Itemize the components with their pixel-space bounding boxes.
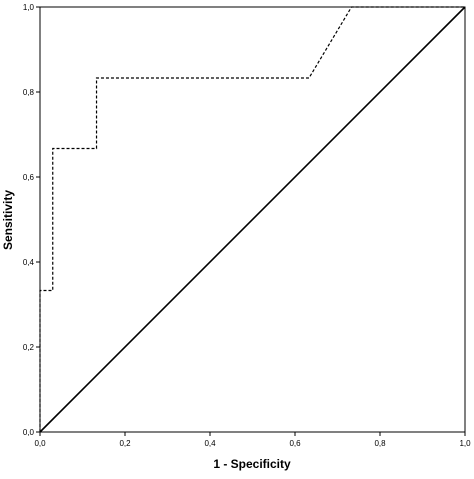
x-tick-label: 0,2 (119, 439, 131, 448)
roc-curve-line (39, 6, 465, 432)
x-tick-label: 0,0 (34, 439, 46, 448)
x-axis: 0,0 0,2 0,4 0,6 0,8 1,0 (34, 432, 471, 448)
x-tick-label: 0,4 (204, 439, 216, 448)
reference-diagonal-line (39, 6, 466, 433)
y-tick-label: 0,4 (23, 258, 35, 267)
y-tick-label: 0,2 (23, 343, 35, 352)
x-tick-label: 0,8 (374, 439, 386, 448)
x-axis-title: 1 - Specificity (213, 457, 291, 471)
y-axis: 0,0 0,2 0,4 0,6 0,8 1,0 (23, 3, 40, 437)
x-tick-label: 1,0 (459, 439, 471, 448)
x-tick-label: 0,6 (289, 439, 301, 448)
series-layer (39, 6, 466, 433)
y-axis-title: Sensitivity (1, 190, 15, 250)
y-tick-label: 1,0 (23, 3, 35, 12)
y-tick-label: 0,6 (23, 173, 35, 182)
y-tick-label: 0,8 (23, 88, 35, 97)
y-tick-label: 0,0 (23, 428, 35, 437)
